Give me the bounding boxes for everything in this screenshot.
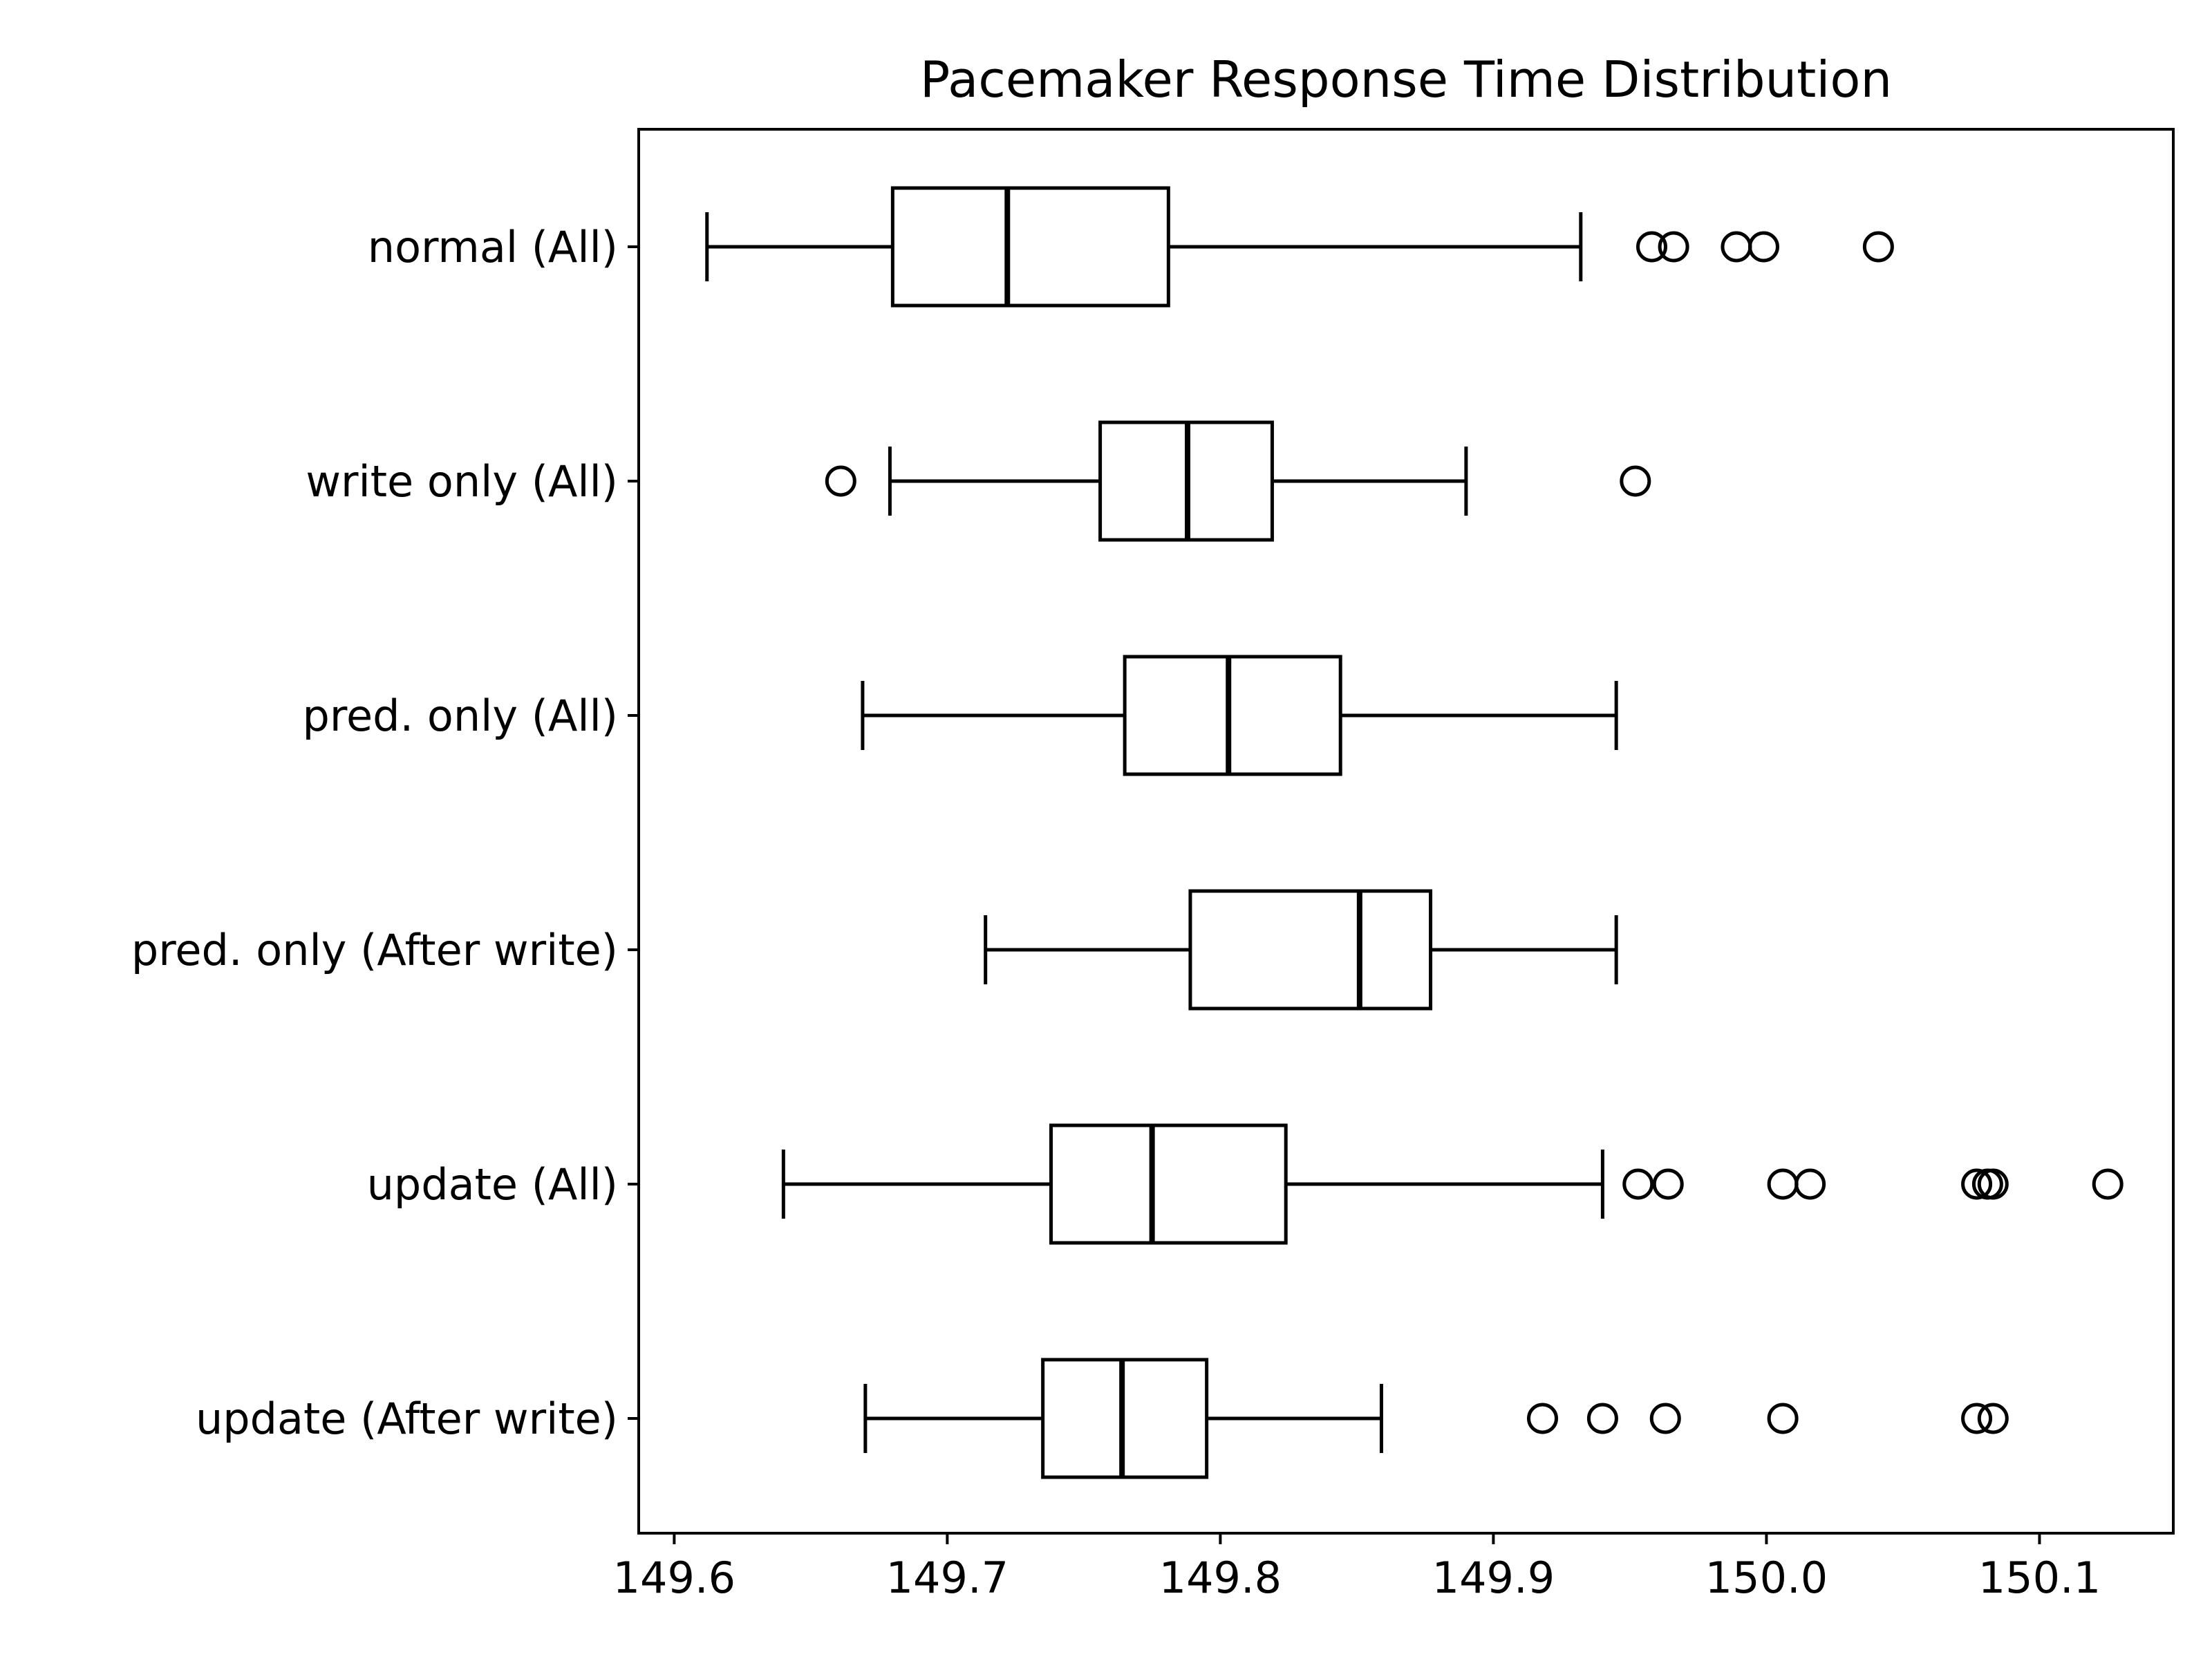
outlier-point (1620, 465, 1651, 497)
iqr-box (1049, 1123, 1288, 1245)
chart-title: Pacemaker Response Time Distribution (920, 50, 1892, 109)
plot-frame (637, 128, 2175, 1535)
category-label: update (After write) (196, 1394, 618, 1444)
outlier-point (1747, 231, 1779, 263)
category-label: pred. only (After write) (131, 925, 618, 975)
outlier-point (1961, 1403, 1993, 1434)
outlier-point (825, 465, 856, 497)
iqr-box (890, 186, 1170, 308)
outlier-point (1649, 1403, 1681, 1434)
x-tick-label: 149.8 (1159, 1553, 1282, 1603)
outlier-point (1961, 1168, 1993, 1200)
category-label: update (All) (367, 1159, 618, 1210)
x-tick-label: 149.6 (613, 1553, 736, 1603)
x-tick-label: 149.9 (1432, 1553, 1555, 1603)
outlier-point (1652, 1168, 1684, 1200)
outlier-point (1767, 1403, 1799, 1434)
outlier-point (1767, 1168, 1799, 1200)
iqr-box (1188, 889, 1433, 1011)
outlier-point (1794, 1168, 1826, 1200)
outlier-point (1862, 231, 1894, 263)
iqr-box (1123, 655, 1342, 776)
category-label: normal (All) (368, 222, 618, 272)
category-label: pred. only (All) (303, 691, 619, 741)
outlier-point (1622, 1168, 1654, 1200)
outlier-point (1721, 231, 1752, 263)
outlier-point (1527, 1403, 1559, 1434)
x-tick-label: 149.7 (886, 1553, 1009, 1603)
x-tick-label: 150.0 (1705, 1553, 1828, 1603)
outlier-point (1586, 1403, 1618, 1434)
outlier-point (1977, 1168, 2009, 1200)
outlier-point (1977, 1403, 2009, 1434)
outlier-point (2092, 1168, 2124, 1200)
outlier-point (1658, 231, 1689, 263)
x-tick-label: 150.1 (1978, 1553, 2101, 1603)
category-label: write only (All) (306, 456, 618, 507)
outlier-point (1636, 231, 1668, 263)
